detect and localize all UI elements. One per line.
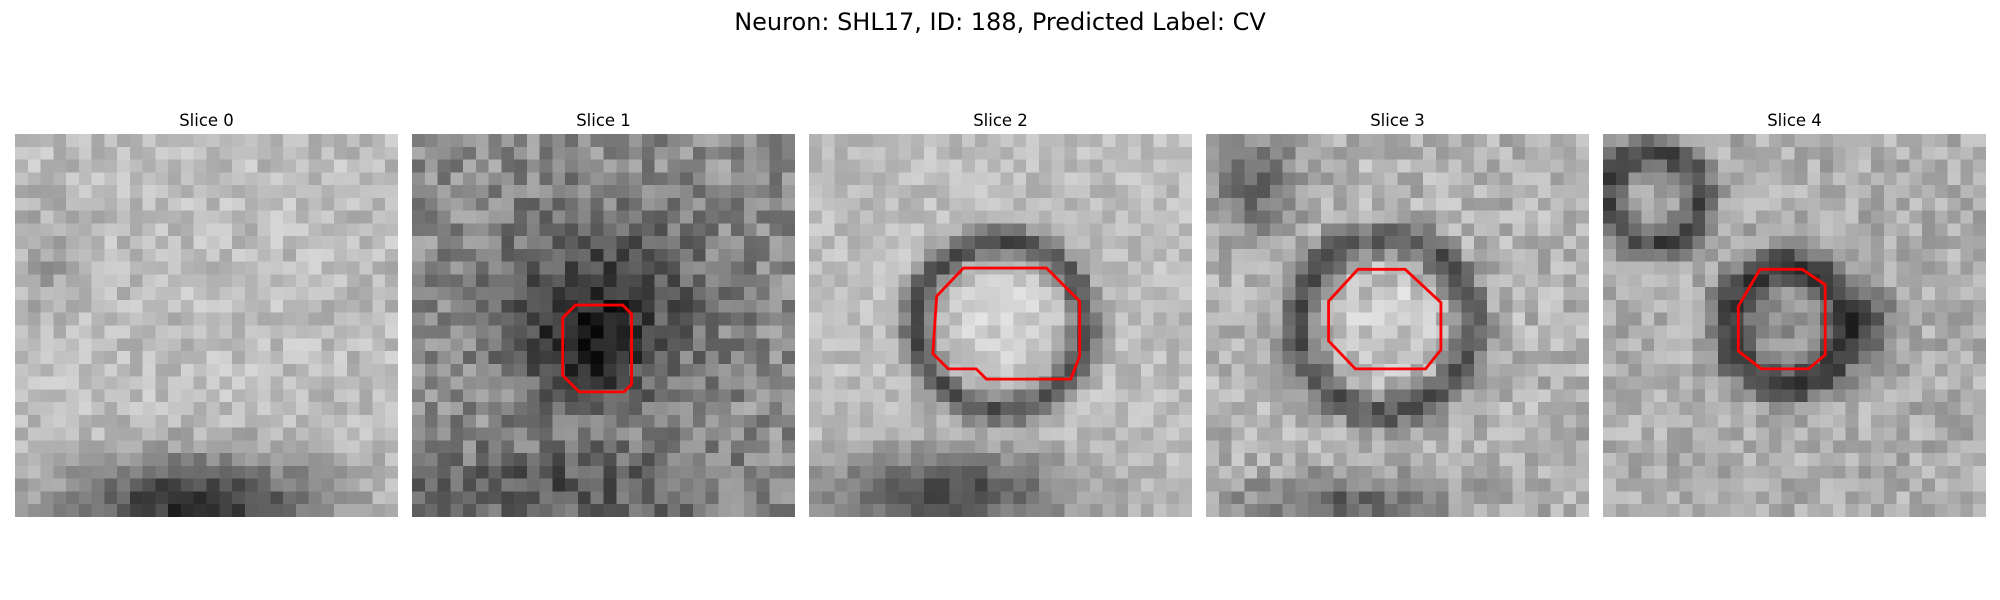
panel-title: Slice 3 (1370, 111, 1425, 130)
panel-slice-0: Slice 0 (15, 108, 398, 517)
micrograph-image (15, 134, 398, 517)
segmentation-contour (561, 303, 633, 394)
panel-slice-3: Slice 3 (1206, 108, 1589, 517)
panel-title: Slice 4 (1767, 111, 1822, 130)
micrograph-image (412, 134, 795, 517)
segmentation-contour (1327, 267, 1443, 371)
micrograph-image (809, 134, 1192, 517)
figure-title: Neuron: SHL17, ID: 188, Predicted Label:… (734, 8, 1266, 36)
panel-title: Slice 2 (973, 111, 1028, 130)
micrograph-image (1603, 134, 1986, 517)
panel-title: Slice 0 (179, 111, 234, 130)
panel-slice-1: Slice 1 (412, 108, 795, 517)
segmentation-contour (931, 266, 1082, 381)
micrograph-image (1206, 134, 1589, 517)
panel-slice-2: Slice 2 (809, 108, 1192, 517)
panel-slice-4: Slice 4 (1603, 108, 1986, 517)
panel-title: Slice 1 (576, 111, 631, 130)
segmentation-contour (1736, 267, 1827, 371)
